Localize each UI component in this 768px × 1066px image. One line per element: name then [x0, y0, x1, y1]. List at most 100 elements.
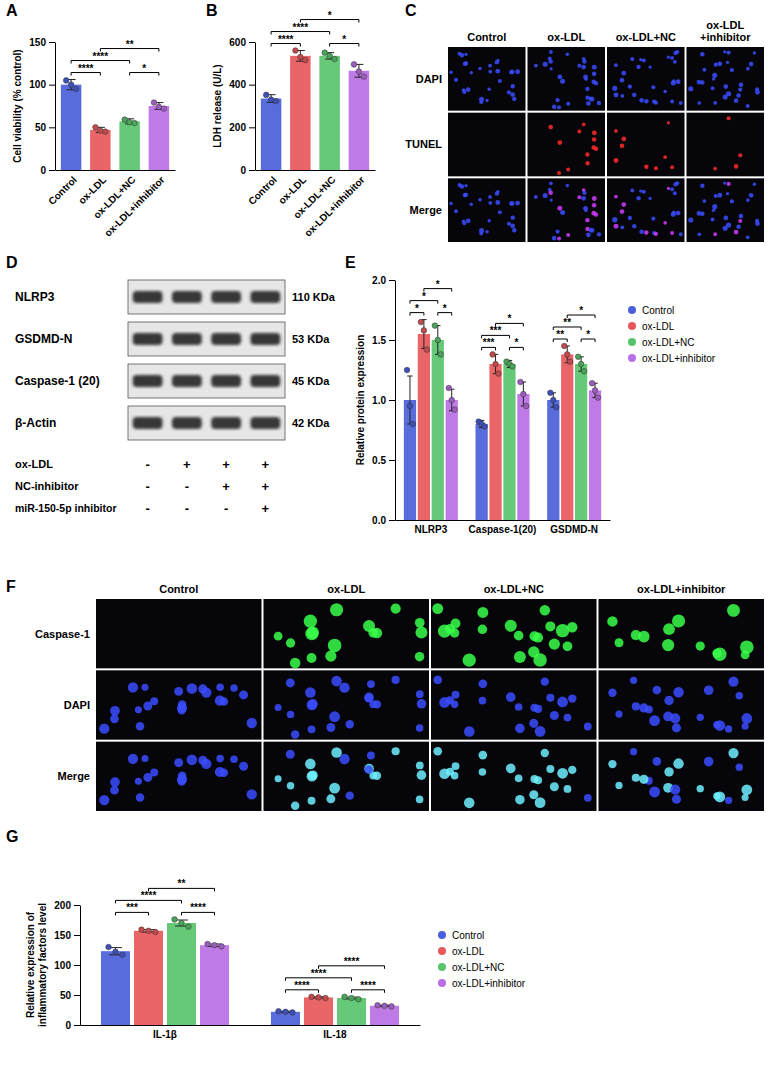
cell-stain	[307, 700, 318, 711]
error-bar	[407, 376, 412, 424]
significance-label: ****	[293, 22, 309, 33]
cell-stain	[548, 59, 553, 64]
legend-marker	[628, 338, 636, 346]
cell-stain	[506, 692, 516, 702]
cell-stain	[597, 232, 601, 236]
y-axis: 0200400600	[229, 37, 255, 176]
legend-label: ox-LDL	[452, 946, 485, 957]
bar	[119, 121, 139, 170]
axis-title: Relative expression ofinflammatory facto…	[25, 903, 48, 1027]
cell-stain	[663, 155, 667, 159]
cell-stain	[326, 723, 335, 732]
blot-band	[250, 291, 280, 303]
tick-label: 50	[35, 122, 47, 133]
panel-letter: A	[6, 2, 18, 19]
cell-stain	[495, 69, 500, 74]
tick-label: 600	[229, 37, 246, 48]
cell-stain	[496, 59, 499, 62]
micrograph	[264, 599, 430, 668]
cell-stain	[723, 94, 728, 99]
tick-label: 400	[229, 79, 246, 90]
cell-stain	[614, 195, 618, 199]
micrograph	[687, 113, 765, 177]
y-tick: 1.5	[372, 335, 395, 346]
cell-stain	[620, 78, 625, 83]
cell-stain	[515, 774, 523, 782]
cell-stain	[462, 221, 466, 225]
data-point	[418, 319, 424, 325]
data-point	[410, 421, 416, 427]
x-tick: Control	[246, 170, 279, 207]
cell-stain	[557, 140, 562, 145]
micrograph	[599, 599, 765, 668]
cell-stain	[550, 199, 553, 202]
micrograph	[687, 47, 765, 111]
bar	[90, 130, 110, 170]
x-tick: GSDMD-N	[550, 520, 598, 535]
cell-stain	[644, 230, 649, 235]
cell-stain	[305, 759, 316, 770]
bar	[476, 424, 488, 520]
data-point	[404, 367, 410, 373]
cell-stain	[746, 104, 750, 108]
cell-stain	[704, 757, 714, 767]
cell-stain	[742, 723, 749, 730]
cell-stain	[529, 790, 538, 799]
axis-title: Cell viability (% control)	[12, 49, 23, 162]
blot-strip	[128, 406, 285, 440]
cell-stain	[464, 798, 475, 809]
cell-stain	[697, 785, 704, 792]
legend-item: ox-LDL+NC	[628, 337, 695, 348]
data-point	[323, 995, 329, 1001]
tick-mark	[74, 965, 80, 966]
micrograph-field	[607, 178, 685, 242]
data-point	[493, 361, 499, 367]
cell-stain	[505, 620, 517, 632]
cell-stain	[581, 196, 586, 201]
cell-stain	[630, 748, 637, 755]
micrograph	[448, 113, 526, 177]
cell-stain	[632, 93, 636, 97]
cell-stain	[291, 802, 299, 810]
micrograph	[431, 742, 597, 811]
data-point	[132, 120, 138, 126]
cell-stain	[331, 747, 342, 758]
cell-stain	[667, 187, 670, 190]
column-header: Control	[159, 583, 198, 595]
cell-stain	[620, 225, 624, 229]
cell-stain	[363, 620, 375, 632]
cell-stain	[478, 67, 482, 71]
cell-stain	[713, 721, 720, 728]
cell-stain	[550, 782, 559, 791]
cell-stain	[287, 711, 294, 718]
condition-mark: +	[262, 457, 270, 472]
cell-stain	[725, 725, 732, 732]
cell-stain	[557, 697, 568, 708]
micrograph-field	[599, 742, 765, 811]
cell-stain	[546, 765, 554, 773]
cell-stain	[556, 624, 569, 637]
significance-label: **	[126, 39, 134, 50]
cell-stain	[676, 211, 681, 216]
cell-stain	[478, 751, 487, 760]
cell-stain	[287, 782, 294, 789]
significance-label: *	[142, 63, 146, 74]
y-tick: 100	[29, 79, 55, 90]
cell-stain	[673, 758, 683, 768]
cell-stain	[415, 618, 425, 628]
cell-stain	[417, 770, 427, 780]
tick-label: 50	[60, 990, 72, 1001]
cell-stain	[670, 56, 674, 60]
blot-band	[250, 417, 280, 429]
cell-stain	[727, 182, 731, 186]
legend-marker	[628, 322, 636, 330]
cell-stain	[586, 101, 591, 106]
cell-stain	[608, 689, 616, 697]
micrograph-field	[687, 113, 765, 177]
cell-stain	[557, 206, 562, 211]
bar	[432, 340, 444, 520]
cell-stain	[479, 697, 487, 705]
data-point	[263, 92, 269, 98]
bar	[261, 99, 281, 170]
cell-stain	[614, 92, 619, 97]
